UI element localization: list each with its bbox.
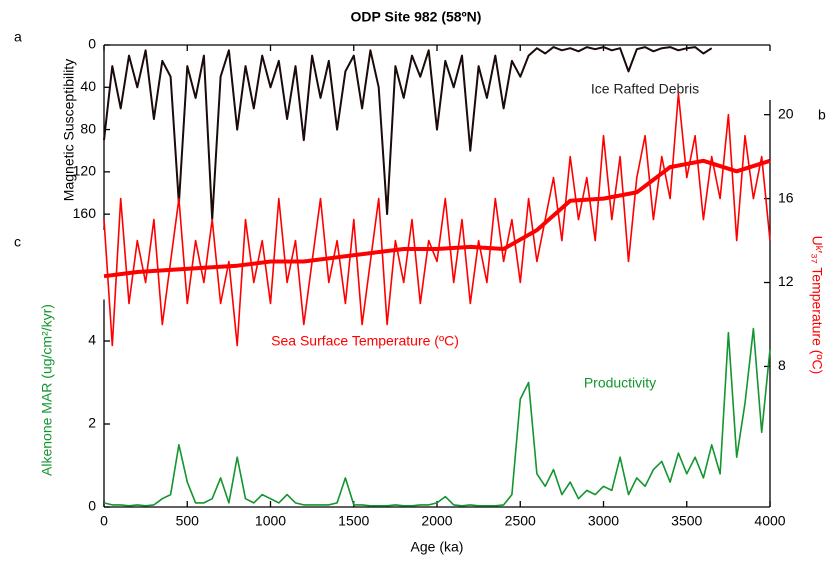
x-tick-label: 1000 <box>255 513 286 529</box>
y-axis-label: Alkenone MAR (ug/cm²/kyr) <box>39 304 55 476</box>
y-tick-label: 16 <box>778 189 794 205</box>
x-tick-label: 3000 <box>588 513 619 529</box>
x-tick-label: 2500 <box>505 513 536 529</box>
x-tick-label: 500 <box>176 513 200 529</box>
y-tick-label: 0 <box>88 498 96 514</box>
x-tick-label: 0 <box>100 513 108 529</box>
x-axis-label: Age (ka) <box>411 539 464 555</box>
series-label: Productivity <box>584 375 656 391</box>
y-tick-label: 80 <box>80 120 96 136</box>
x-tick-label: 3500 <box>671 513 702 529</box>
y-tick-label: 160 <box>73 205 97 221</box>
series-line <box>103 327 771 507</box>
panel-label: b <box>818 107 826 123</box>
x-tick-label: 2000 <box>421 513 452 529</box>
x-tick-label: 1500 <box>338 513 369 529</box>
series-line <box>103 46 713 221</box>
y-tick-label: 4 <box>88 332 96 348</box>
panel-label: c <box>14 234 21 250</box>
series-line <box>103 158 771 279</box>
series-label: Sea Surface Temperature (ºC) <box>271 333 459 349</box>
panel-label: a <box>14 29 22 45</box>
y-tick-label: 0 <box>88 36 96 52</box>
y-tick-label: 8 <box>778 357 786 373</box>
y-tick-label: 20 <box>778 105 794 121</box>
y-tick-label: 40 <box>80 78 96 94</box>
y-axis-label: Magnetic Susceptibility <box>61 59 77 201</box>
chart-title: ODP Site 982 (58ºN) <box>351 9 482 25</box>
y-tick-label: 2 <box>88 415 96 431</box>
x-tick-label: 4000 <box>754 513 785 529</box>
series-label: Ice Rafted Debris <box>591 81 699 97</box>
y-axis-label: Uᵏ′₃₇ Temperature (ºC) <box>809 236 825 375</box>
y-tick-label: 120 <box>73 163 97 179</box>
y-tick-label: 12 <box>778 273 794 289</box>
series-line <box>103 92 771 347</box>
